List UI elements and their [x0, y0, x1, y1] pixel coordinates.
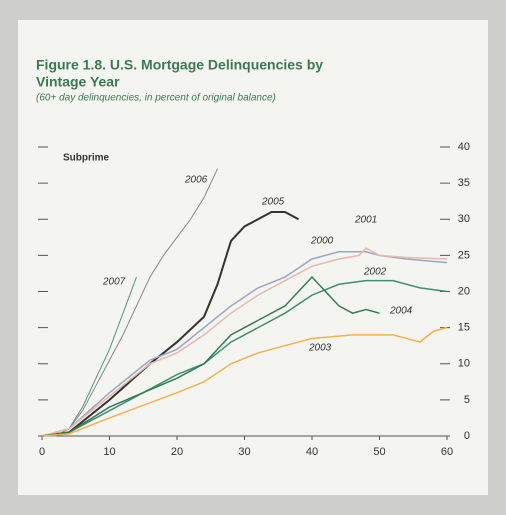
y-tick-label: 40: [458, 141, 470, 153]
y-tick-label: 20: [458, 285, 470, 297]
y-tick-label: 5: [464, 394, 470, 406]
x-tick-label: 20: [171, 446, 183, 458]
series-label: 2000: [310, 236, 334, 247]
series-label: 2003: [308, 343, 332, 354]
series-line: [41, 247, 448, 437]
chart-title: Figure 1.8. U.S. Mortgage Delinquencies …: [36, 57, 323, 73]
annotation: Subprime: [63, 153, 110, 164]
y-tick-label: 35: [458, 177, 470, 189]
x-tick-label: 60: [441, 446, 453, 458]
series-label: 2007: [102, 277, 126, 288]
series-label: 2002: [363, 267, 387, 278]
chart-title: Vintage Year: [36, 74, 120, 90]
y-tick-label: 10: [458, 358, 470, 370]
y-tick-label: 25: [458, 249, 470, 261]
series-line: [41, 279, 448, 437]
series-label: 2001: [354, 215, 377, 226]
series-line: [41, 326, 448, 437]
series-label: 2005: [261, 197, 285, 208]
series-label: 2004: [389, 306, 413, 317]
chart-subtitle: (60+ day delinquencies, in percent of or…: [36, 93, 276, 104]
x-tick-label: 50: [373, 446, 385, 458]
y-tick-label: 15: [458, 322, 470, 334]
series-line: [41, 251, 448, 437]
x-tick-label: 40: [306, 446, 318, 458]
x-tick-label: 30: [238, 446, 250, 458]
series-label: 2006: [184, 175, 208, 186]
y-tick-label: 30: [458, 213, 470, 225]
x-tick-label: 10: [103, 446, 115, 458]
series-line: [41, 211, 299, 437]
x-tick-label: 0: [39, 446, 45, 458]
y-tick-label: 0: [464, 430, 470, 442]
series-line: [41, 275, 380, 437]
